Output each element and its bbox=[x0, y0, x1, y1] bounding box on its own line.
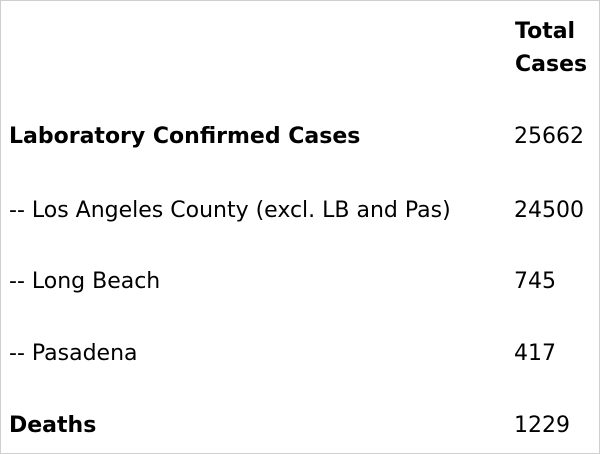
laboratory-confirmed-cases-value: 25662 bbox=[514, 124, 584, 149]
pasadena-value: 417 bbox=[514, 341, 556, 366]
long-beach-value: 745 bbox=[514, 269, 556, 294]
deaths-label: Deaths bbox=[9, 413, 97, 438]
total-cases-header: Total Cases bbox=[515, 15, 587, 81]
los-angeles-county-value: 24500 bbox=[514, 198, 584, 223]
laboratory-confirmed-cases-label: Laboratory Confirmed Cases bbox=[9, 124, 361, 149]
long-beach-label: -- Long Beach bbox=[9, 269, 161, 294]
deaths-value: 1229 bbox=[514, 413, 570, 438]
total-cases-header-line-1: Total bbox=[515, 19, 576, 44]
total-cases-header-line-2: Cases bbox=[515, 52, 588, 77]
pasadena-label: -- Pasadena bbox=[9, 341, 138, 366]
los-angeles-county-label: -- Los Angeles County (excl. LB and Pas) bbox=[9, 198, 451, 223]
